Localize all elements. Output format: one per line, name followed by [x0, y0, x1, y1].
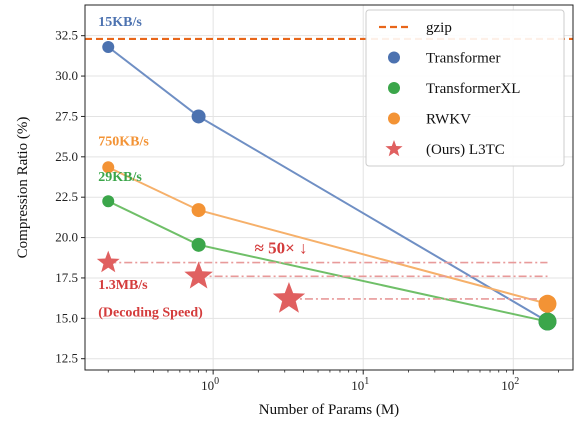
- marker-rwkv: [191, 203, 206, 218]
- y-tick-label: 15.0: [55, 310, 78, 325]
- y-tick-label: 30.0: [55, 68, 78, 83]
- y-tick-label: 12.5: [55, 351, 78, 366]
- legend: gzip Transformer TransformerXL RWKV (Ours) L…: [365, 9, 565, 167]
- y-tick-label: 17.5: [55, 270, 78, 285]
- data-markers: [96, 40, 557, 331]
- annotation-label: ≈ 50× ↓: [255, 239, 308, 258]
- y-axis-ticks: 12.5 15.0 17.5 20.0 22.5 25.0 27.5 30.0 32.5: [55, 28, 85, 366]
- marker-transformerxl: [102, 195, 115, 208]
- x-tick-label: 102: [501, 376, 519, 393]
- annotation-label: 750KB/s: [98, 135, 149, 150]
- y-axis-title: Compression Ratio (%): [15, 117, 31, 259]
- annotations: 15KB/s 750KB/s 29KB/s 1.3MB/s (Decoding Spee…: [98, 15, 307, 321]
- l3tc-star-marker: [184, 261, 213, 289]
- marker-rwkv: [102, 161, 115, 174]
- x-axis-title: Number of Params (M): [259, 402, 399, 418]
- x-tick-label: 101: [351, 376, 369, 393]
- y-tick-label: 32.5: [55, 28, 78, 43]
- annotation-label: 15KB/s: [98, 15, 142, 30]
- x-axis-ticks: 100 101 102: [107, 370, 559, 393]
- legend-handle-l3tc: [385, 140, 403, 157]
- annotation-label: 1.3MB/s: [98, 278, 148, 293]
- marker-transformerxl: [191, 237, 206, 252]
- l3tc-star-marker: [272, 281, 306, 313]
- y-tick-label: 25.0: [55, 149, 78, 164]
- marker-transformerxl: [538, 312, 557, 331]
- l3tc-star-marker: [96, 250, 120, 273]
- dashdot-links: [108, 261, 548, 300]
- legend-label: Transformer: [426, 51, 500, 67]
- annotation-label: (Decoding Speed): [98, 306, 203, 321]
- legend-label: (Ours) L3TC: [426, 142, 505, 158]
- legend-label: TransformerXL: [426, 81, 520, 97]
- legend-box: [365, 9, 565, 167]
- marker-rwkv: [538, 294, 557, 313]
- y-tick-label: 20.0: [55, 230, 78, 245]
- legend-label: RWKV: [426, 112, 471, 128]
- legend-handle-rwkv: [388, 112, 400, 125]
- x-tick-label: 100: [201, 376, 219, 393]
- annotation-label: 29KB/s: [98, 170, 142, 185]
- plot-frame: [84, 4, 574, 371]
- legend-handle-transformer: [388, 51, 400, 64]
- series-line-transformerxl: [107, 200, 548, 323]
- legend-handle-transformerxl: [388, 82, 400, 94]
- y-tick-label: 27.5: [55, 108, 78, 123]
- y-tick-label: 22.5: [55, 189, 78, 204]
- marker-transformer: [191, 109, 206, 124]
- legend-label: gzip: [426, 20, 452, 36]
- marker-transformer: [102, 40, 115, 53]
